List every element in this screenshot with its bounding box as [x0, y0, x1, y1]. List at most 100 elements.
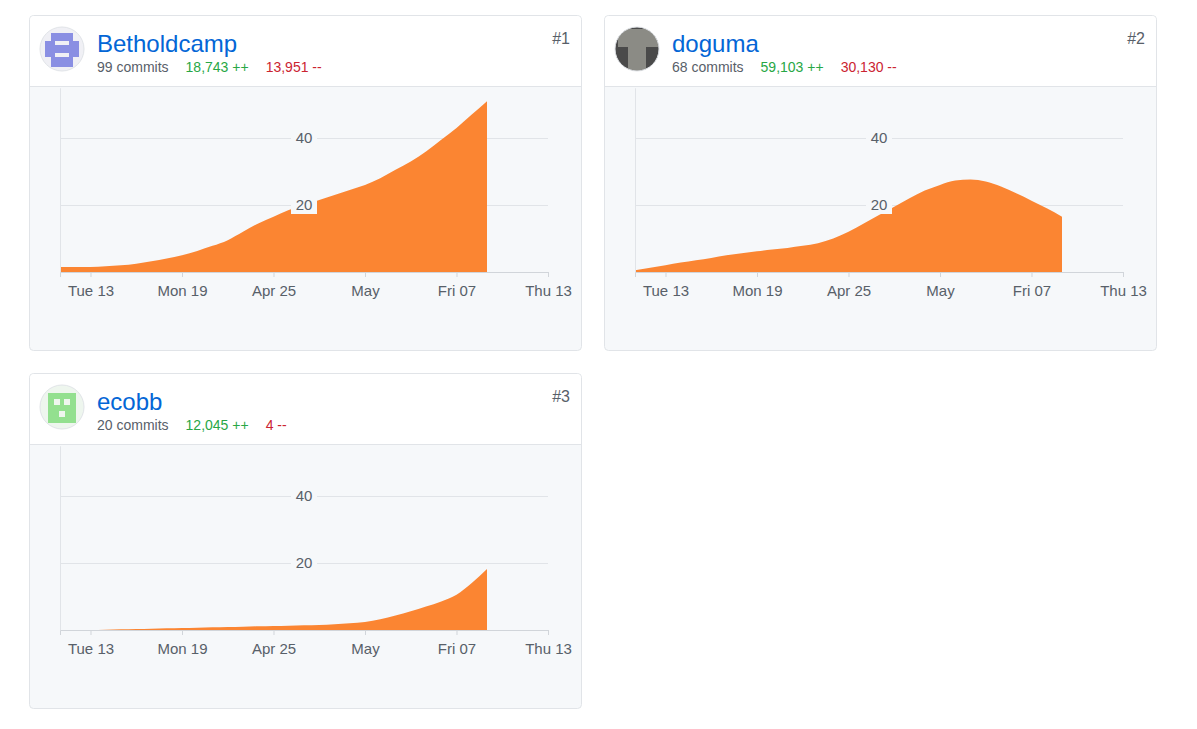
commit-area — [635, 180, 1062, 272]
x-tick-label: May — [351, 640, 380, 657]
x-tick: Mon 19 — [157, 272, 207, 299]
x-tick: Fri 07 — [438, 272, 476, 299]
y-tick-label-bg — [291, 487, 317, 505]
header-divider — [30, 86, 581, 87]
x-tick: Fri 07 — [1013, 272, 1051, 299]
card-header — [30, 374, 581, 444]
avatar[interactable] — [615, 27, 659, 71]
avatar-bg — [40, 27, 84, 71]
card-body — [605, 16, 1157, 351]
x-tick: Apr 25 — [252, 272, 296, 299]
x-tick: May — [351, 272, 380, 299]
commit-count: 68 commits — [672, 59, 744, 75]
x-axis-line — [61, 631, 549, 636]
rank: #1 — [552, 30, 570, 47]
x-tick: May — [351, 630, 380, 657]
x-tick-label: Tue 13 — [68, 640, 114, 657]
avatar-block — [64, 399, 70, 405]
avatar-block — [48, 393, 76, 423]
y-axis-line — [60, 446, 61, 630]
contributor-card: ecobb#320 commits12,045 ++4 --2040Tue 13… — [30, 374, 582, 709]
x-tick-label: Tue 13 — [68, 282, 114, 299]
y-tick-label-bg — [866, 196, 892, 214]
y-tick-label: 20 — [871, 196, 888, 213]
y-tick-label: 20 — [296, 554, 313, 571]
x-tick-label: Apr 25 — [252, 640, 296, 657]
x-axis: Tue 13 Mon 19 Apr 25 May Fri 07 Thu 13 — [61, 272, 572, 299]
avatar-block — [55, 45, 69, 53]
y-tick-label-bg — [291, 129, 317, 147]
x-tick-label: Thu 13 — [525, 282, 572, 299]
y-tick-label: 40 — [296, 487, 313, 504]
x-tick-mark — [940, 272, 941, 277]
additions: 18,743 ++ — [186, 59, 249, 75]
y-tick-label: 40 — [296, 129, 313, 146]
x-tick: Tue 13 — [68, 630, 114, 657]
x-tick: Mon 19 — [157, 630, 207, 657]
plot: 2040Tue 13Mon 19Apr 25MayFri 07Thu 13 — [60, 88, 572, 298]
x-tick-label: May — [926, 282, 955, 299]
x-axis: Tue 13 Mon 19 Apr 25 May Fri 07 Thu 13 — [61, 630, 572, 657]
x-tick-label: Fri 07 — [438, 282, 476, 299]
x-tick-mark — [182, 630, 183, 635]
avatar-block — [45, 41, 55, 57]
page: Betholdcamp#199 commits18,743 ++13,951 -… — [0, 0, 1197, 729]
commit-area — [60, 569, 487, 630]
x-tick-mark — [365, 272, 366, 277]
card-body — [30, 374, 582, 709]
x-tick-label: May — [351, 282, 380, 299]
x-tick: Thu 13 — [1100, 272, 1147, 299]
x-tick: Apr 25 — [827, 272, 871, 299]
contributor-name[interactable]: doguma — [672, 30, 759, 57]
x-tick-mark — [666, 272, 667, 277]
card-body — [30, 16, 582, 351]
x-tick: Mon 19 — [732, 272, 782, 299]
avatar-border — [40, 27, 84, 71]
avatar-block — [54, 399, 60, 405]
marks — [635, 180, 1062, 272]
avatar[interactable] — [40, 27, 84, 71]
additions: 59,103 ++ — [761, 59, 824, 75]
x-tick: Thu 13 — [525, 630, 572, 657]
x-tick-label: Mon 19 — [157, 640, 207, 657]
marks — [60, 101, 487, 272]
x-tick-label: Thu 13 — [525, 640, 572, 657]
x-axis-line — [61, 273, 549, 278]
avatar-bg — [40, 385, 84, 429]
x-tick: Tue 13 — [643, 272, 689, 299]
x-tick: May — [926, 272, 955, 299]
avatar-bg — [615, 27, 659, 71]
x-tick-label: Mon 19 — [732, 282, 782, 299]
marks — [60, 569, 487, 630]
contributor-card: Betholdcamp#199 commits18,743 ++13,951 -… — [30, 16, 582, 351]
x-tick: Tue 13 — [68, 272, 114, 299]
avatar[interactable] — [40, 385, 84, 429]
x-axis-line — [636, 273, 1124, 278]
x-tick: Apr 25 — [252, 630, 296, 657]
x-tick-label: Mon 19 — [157, 282, 207, 299]
avatar-block — [51, 57, 73, 67]
x-tick-mark — [457, 272, 458, 277]
x-tick-label: Thu 13 — [1100, 282, 1147, 299]
x-tick-mark — [182, 272, 183, 277]
x-tick-label: Tue 13 — [643, 282, 689, 299]
x-tick-mark — [365, 630, 366, 635]
y-axis — [635, 88, 636, 272]
x-tick: Fri 07 — [438, 630, 476, 657]
y-axis — [60, 88, 61, 272]
contributor-name[interactable]: ecobb — [97, 388, 162, 415]
avatar-block — [69, 41, 79, 57]
y-tick-label-bg — [291, 196, 317, 214]
y-axis — [60, 446, 61, 630]
x-tick: Thu 13 — [525, 272, 572, 299]
y-tick-label: 40 — [871, 129, 888, 146]
avatar-border — [40, 385, 84, 429]
contributor-name[interactable]: Betholdcamp — [97, 30, 237, 57]
rank: #2 — [1127, 30, 1145, 47]
card-header — [30, 16, 581, 86]
avatar-block — [51, 33, 73, 41]
x-tick-mark — [757, 272, 758, 277]
plot: 20 40 Tue 13 Mon 19 Apr 25 May Fri 07 Thu 13 — [60, 446, 572, 656]
x-tick-label: Apr 25 — [252, 282, 296, 299]
contributor-card: doguma#268 commits59,103 ++30,130 --2040… — [605, 16, 1157, 351]
